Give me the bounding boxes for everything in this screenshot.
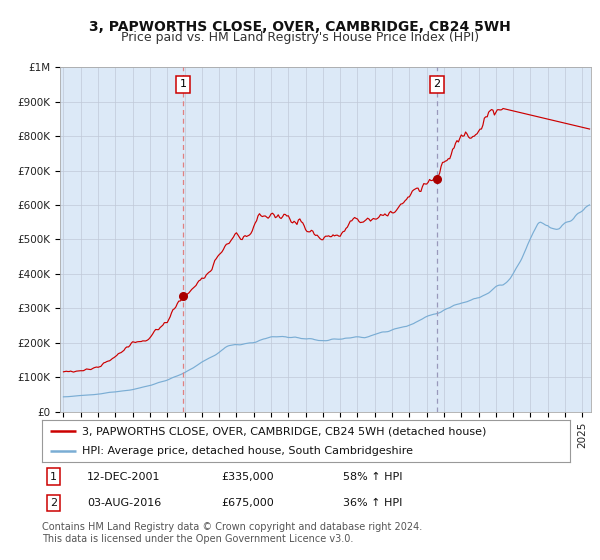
Text: 2: 2 <box>50 498 57 508</box>
Text: 3, PAPWORTHS CLOSE, OVER, CAMBRIDGE, CB24 5WH (detached house): 3, PAPWORTHS CLOSE, OVER, CAMBRIDGE, CB2… <box>82 426 486 436</box>
Text: £335,000: £335,000 <box>221 472 274 482</box>
Text: 36% ↑ HPI: 36% ↑ HPI <box>343 498 403 508</box>
Text: Price paid vs. HM Land Registry's House Price Index (HPI): Price paid vs. HM Land Registry's House … <box>121 31 479 44</box>
Text: 2: 2 <box>433 80 440 90</box>
Text: HPI: Average price, detached house, South Cambridgeshire: HPI: Average price, detached house, Sout… <box>82 446 413 456</box>
Text: £675,000: £675,000 <box>221 498 274 508</box>
Text: Contains HM Land Registry data © Crown copyright and database right 2024.
This d: Contains HM Land Registry data © Crown c… <box>42 522 422 544</box>
Text: 1: 1 <box>50 472 57 482</box>
Text: 12-DEC-2001: 12-DEC-2001 <box>87 472 160 482</box>
Text: 3, PAPWORTHS CLOSE, OVER, CAMBRIDGE, CB24 5WH: 3, PAPWORTHS CLOSE, OVER, CAMBRIDGE, CB2… <box>89 20 511 34</box>
Text: 03-AUG-2016: 03-AUG-2016 <box>87 498 161 508</box>
Text: 58% ↑ HPI: 58% ↑ HPI <box>343 472 403 482</box>
Text: 1: 1 <box>179 80 187 90</box>
